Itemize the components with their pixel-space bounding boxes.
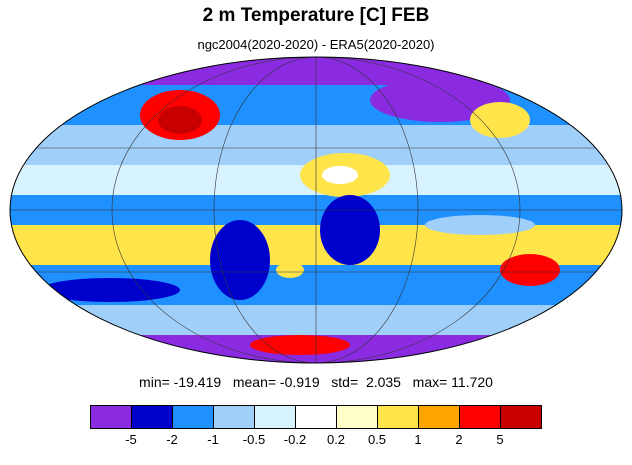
stat-mean-value: -0.919 [279, 374, 320, 390]
stat-std-label: std= [331, 374, 359, 390]
colorbar-label: 2 [455, 432, 463, 447]
colorbar-box [295, 405, 337, 429]
colorbar-box [254, 405, 296, 429]
plot-title: 2 m Temperature [C] FEB [202, 5, 430, 26]
blob-sahara-core [322, 166, 358, 184]
blob-north-america-hot [158, 106, 202, 134]
blob-south-america-cold [210, 220, 270, 300]
colorbar-box [213, 405, 255, 429]
blob-australia-warm [500, 254, 560, 286]
blob-indian-ocean [425, 215, 535, 235]
colorbar-label: 5 [496, 432, 504, 447]
stat-min-value: -19.419 [173, 374, 222, 390]
plot-subtitle: ngc2004(2020-2020) - ERA5(2020-2020) [197, 37, 435, 52]
colorbar-label: -5 [125, 432, 137, 447]
colorbar-box [418, 405, 460, 429]
blob-africa-cold [320, 195, 380, 265]
colorbar [90, 405, 542, 429]
colorbar-label: 1 [414, 432, 422, 447]
colorbar-box [377, 405, 419, 429]
stat-max-value: 11.720 [451, 374, 493, 390]
colorbar-label: 0.5 [367, 432, 387, 447]
blob-pacific-warm [20, 228, 140, 252]
blob-asia-warm [470, 102, 530, 138]
colorbar-label: 0.2 [326, 432, 346, 447]
colorbar-label: -0.2 [283, 432, 307, 447]
blob-antarctic-warm [250, 335, 350, 355]
colorbar-box [459, 405, 501, 429]
graticule [10, 57, 622, 363]
temperature-field [10, 57, 622, 363]
colorbar-box [90, 405, 132, 429]
stats-line: min= -19.419 mean= -0.919 std= 2.035 max… [0, 374, 632, 390]
colorbar-label: -0.5 [242, 432, 266, 447]
stat-std-value: 2.035 [365, 374, 401, 390]
colorbar-box [172, 405, 214, 429]
globe-outline [9, 56, 623, 364]
colorbar-label: -1 [207, 432, 219, 447]
colorbar-box [336, 405, 378, 429]
colorbar-label: -2 [166, 432, 178, 447]
stat-mean-label: mean= [232, 374, 277, 390]
stat-min-label: min= [139, 374, 170, 390]
stat-max-label: max= [412, 374, 448, 390]
blob-atlantic-warm [276, 262, 304, 278]
blob-south-pacific-cold [40, 278, 180, 302]
colorbar-box [500, 405, 542, 429]
colorbar-box [131, 405, 173, 429]
